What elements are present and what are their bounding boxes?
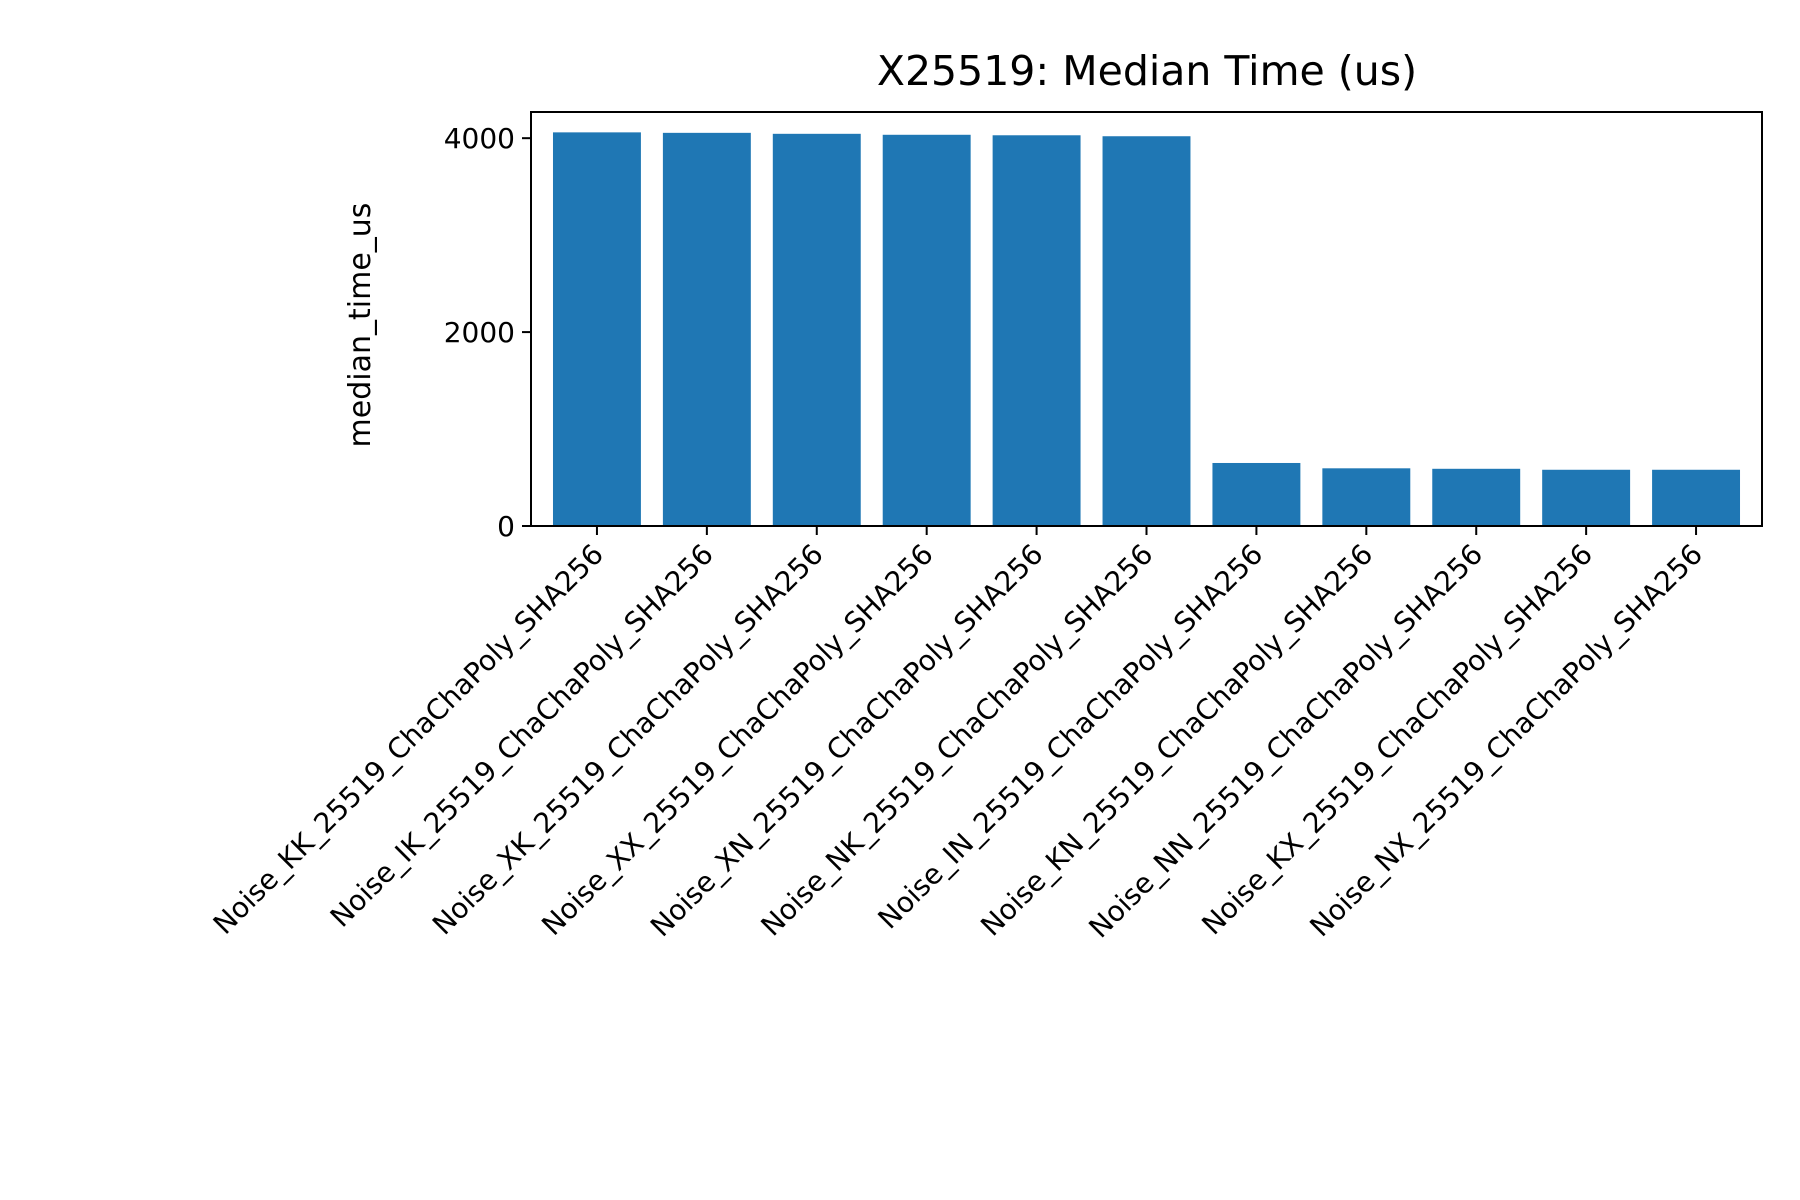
plot-frame: [530, 111, 1763, 527]
chart-title: X25519: Median Time (us): [877, 47, 1417, 95]
x-tick-label-9: Noise_KX_25519_ChaChaPoly_SHA256: [1195, 538, 1599, 942]
y-tick-label-2: 4000: [444, 122, 515, 155]
y-axis-ticks: 0 2000 4000: [444, 122, 531, 543]
bar-0: [552, 132, 641, 526]
y-tick-label-0: 0: [497, 510, 515, 543]
x-tick-label-1: Noise_IK_25519_ChaChaPoly_SHA256: [324, 538, 720, 934]
x-tick-label-0: Noise_KK_25519_ChaChaPoly_SHA256: [207, 538, 610, 941]
x-tick-label-3: Noise_XX_25519_ChaChaPoly_SHA256: [535, 538, 939, 942]
bar-5: [1102, 136, 1191, 526]
x-tick-label-10: Noise_NX_25519_ChaChaPoly_SHA256: [1303, 538, 1709, 944]
x-tick-label-8: Noise_NN_25519_ChaChaPoly_SHA256: [1082, 538, 1489, 945]
bar-7: [1322, 468, 1411, 526]
y-axis-label: median_time_us: [343, 203, 378, 448]
x-tick-label-4: Noise_XN_25519_ChaChaPoly_SHA256: [644, 538, 1050, 944]
y-tick-label-1: 2000: [444, 316, 515, 349]
bar-1: [662, 132, 751, 526]
bar-6: [1212, 462, 1301, 526]
x-tick-label-2: Noise_XK_25519_ChaChaPoly_SHA256: [426, 538, 830, 942]
bar-4: [992, 135, 1081, 526]
x-tick-label-7: Noise_KN_25519_ChaChaPoly_SHA256: [974, 538, 1379, 943]
bar-9: [1542, 469, 1631, 526]
bar-3: [882, 134, 971, 526]
bars-group: [552, 132, 1741, 526]
x-tick-label-6: Noise_IN_25519_ChaChaPoly_SHA256: [872, 538, 1270, 936]
bar-2: [772, 133, 861, 526]
bar-8: [1432, 468, 1521, 526]
bar-10: [1652, 469, 1741, 526]
x-axis-ticks: Noise_KK_25519_ChaChaPoly_SHA256Noise_IK…: [207, 526, 1709, 944]
x-tick-label-5: Noise_NK_25519_ChaChaPoly_SHA256: [754, 538, 1159, 943]
